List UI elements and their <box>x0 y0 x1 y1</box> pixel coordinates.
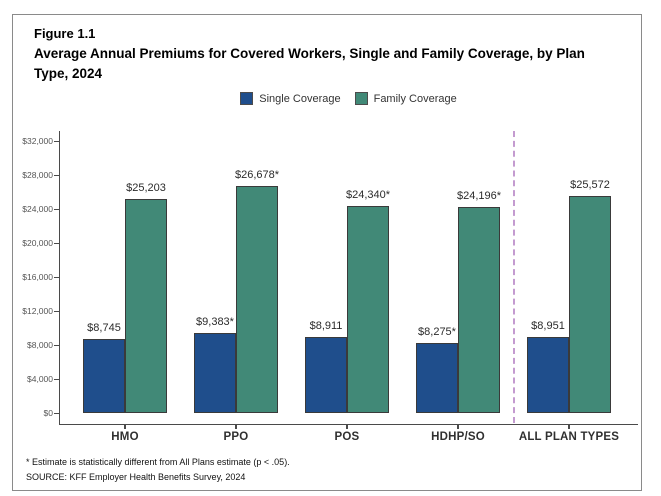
y-axis-tick-label: $32,000 <box>22 136 53 146</box>
bar-value-label: $8,911 <box>309 320 343 333</box>
y-axis-tick-label: $4,000 <box>27 374 53 384</box>
plot-axes <box>59 131 638 425</box>
bar-family-coverage-pos <box>347 206 389 413</box>
x-axis-tick-mark <box>457 425 459 429</box>
y-axis-tick-mark <box>54 344 59 346</box>
figure-frame: Figure 1.1 Average Annual Premiums for C… <box>12 14 642 491</box>
x-axis-label-hdhp-so: HDHP/SO <box>431 431 485 443</box>
bar-value-label: $8,275* <box>418 325 456 338</box>
x-axis-tick-mark <box>124 425 126 429</box>
title-block: Figure 1.1 Average Annual Premiums for C… <box>34 26 619 84</box>
footnote-source: SOURCE: KFF Employer Health Benefits Sur… <box>26 471 246 482</box>
footnotes: * Estimate is statistically different fr… <box>26 455 290 484</box>
chart-legend: Single Coverage Family Coverage <box>59 92 638 105</box>
figure-title: Average Annual Premiums for Covered Work… <box>34 46 585 81</box>
y-axis-tick-mark <box>54 310 59 312</box>
bar-value-label: $9,383* <box>196 316 234 329</box>
y-axis-tick-label: $8,000 <box>27 340 53 350</box>
legend-swatch-icon <box>240 92 254 105</box>
bar-single-coverage-ppo <box>194 333 236 413</box>
separator-line <box>512 131 515 423</box>
y-axis-tick-mark <box>54 208 59 210</box>
y-axis-tick-label: $0 <box>43 408 53 418</box>
y-axis-tick-mark <box>54 276 59 278</box>
bar-value-label: $26,678* <box>234 169 280 182</box>
legend-label: Family Coverage <box>373 92 457 105</box>
bar-value-label: $25,203 <box>126 181 166 194</box>
y-axis-tick-label: $12,000 <box>22 306 53 316</box>
y-axis-tick-mark <box>54 174 59 176</box>
bar-single-coverage-pos <box>305 337 347 413</box>
y-axis-tick-label: $16,000 <box>22 272 53 282</box>
x-axis-label-hmo: HMO <box>111 431 139 443</box>
figure-number: Figure 1.1 <box>34 26 96 41</box>
bar-single-coverage-hmo <box>83 338 125 413</box>
y-axis-tick-label: $24,000 <box>22 204 53 214</box>
x-axis-tick-mark <box>568 425 570 429</box>
x-axis-label-pos: POS <box>334 431 360 443</box>
x-axis-label-ppo: PPO <box>223 431 249 443</box>
legend-item-1: Family Coverage <box>354 92 457 105</box>
y-axis-tick-mark <box>54 140 59 142</box>
y-axis-tick-label: $20,000 <box>22 238 53 248</box>
chart-area: $0 $4,000 $8,000 $12,000 $16,000 $20,000 $24,0… <box>13 131 643 476</box>
bar-family-coverage-ppo <box>236 186 278 413</box>
bar-family-coverage-hmo <box>125 198 167 413</box>
bar-value-label: $8,745 <box>87 321 121 334</box>
bar-family-coverage-hdhp-so <box>458 207 500 413</box>
y-axis-tick-mark <box>54 412 59 414</box>
bar-family-coverage-all-plan-types <box>569 195 611 413</box>
y-axis-tick-mark <box>54 378 59 380</box>
bar-single-coverage-all-plan-types <box>527 336 569 413</box>
bar-value-label: $24,340* <box>345 189 391 202</box>
x-axis-label-all-plan-types: ALL PLAN TYPES <box>518 431 620 443</box>
x-axis-tick-mark <box>235 425 237 429</box>
legend-label: Single Coverage <box>259 92 341 105</box>
bar-value-label: $8,951 <box>531 319 565 332</box>
legend-swatch-icon <box>354 92 368 105</box>
bar-value-label: $25,572 <box>570 178 610 191</box>
legend-item-0: Single Coverage <box>240 92 341 105</box>
bar-value-label: $24,196* <box>456 190 502 203</box>
bar-single-coverage-hdhp-so <box>416 342 458 413</box>
y-axis-tick-label: $28,000 <box>22 170 53 180</box>
footnote-estimate: * Estimate is statistically different fr… <box>26 457 290 467</box>
x-axis-tick-mark <box>346 425 348 429</box>
y-axis-tick-mark <box>54 242 59 244</box>
